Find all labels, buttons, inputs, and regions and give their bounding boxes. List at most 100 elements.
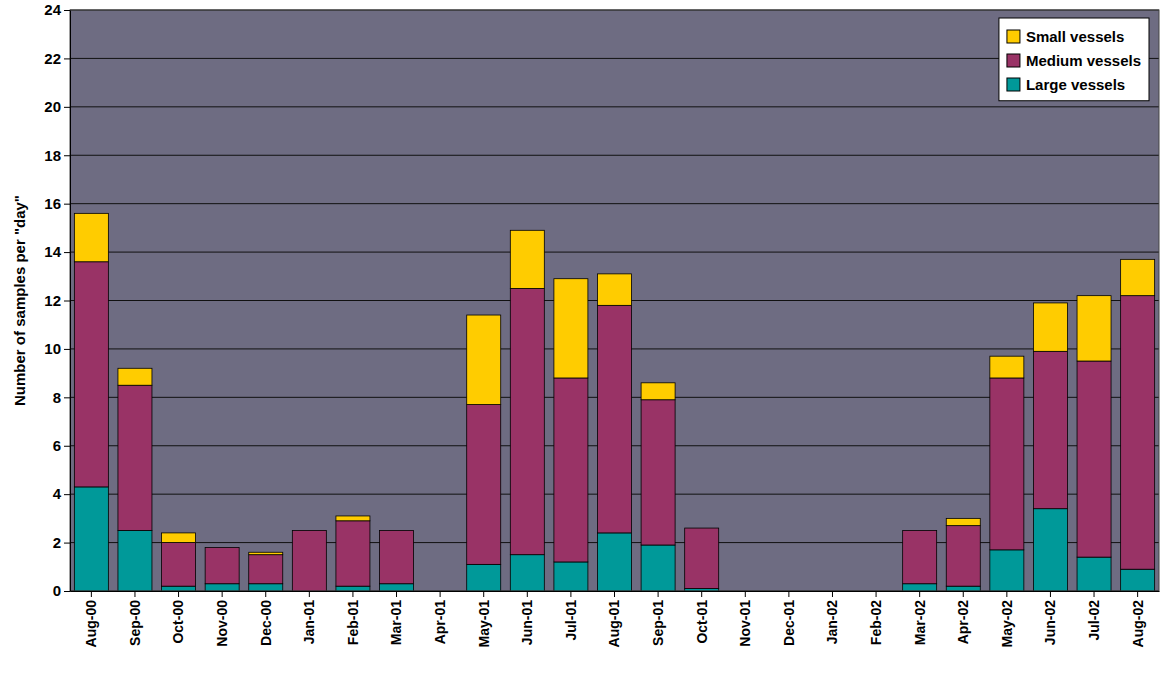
- bar-segment: [74, 262, 108, 487]
- bar-segment: [292, 530, 326, 591]
- bar-segment: [946, 518, 980, 525]
- y-tick: 2: [53, 534, 70, 551]
- bar-segment: [467, 564, 501, 591]
- bar-segment: [118, 530, 152, 591]
- y-tick: 24: [44, 1, 70, 18]
- bar-segment: [205, 584, 239, 591]
- bar-segment: [467, 315, 501, 405]
- y-tick: 6: [53, 437, 70, 454]
- x-tick-mark: [309, 591, 310, 597]
- x-tick: Feb-02: [868, 591, 884, 645]
- y-tick-mark: [64, 204, 70, 205]
- y-tick-mark: [64, 252, 70, 253]
- bar-segment: [903, 530, 937, 531]
- y-axis: 024681012141618202224: [44, 1, 70, 599]
- bar-segment: [1121, 296, 1155, 570]
- x-tick-label: Aug-01: [606, 600, 622, 648]
- x-tick-label: Apr-02: [955, 600, 971, 645]
- x-tick-label: Oct-00: [170, 600, 186, 644]
- x-tick: Jun-01: [519, 591, 535, 645]
- bar-segment: [74, 213, 108, 261]
- x-tick-label: Dec-00: [258, 600, 274, 646]
- bar-segment: [597, 305, 631, 533]
- x-tick: Aug-01: [606, 591, 622, 647]
- bar-segment: [990, 378, 1024, 550]
- y-tick-mark: [64, 397, 70, 398]
- legend-item: Small vessels: [1007, 28, 1124, 45]
- x-tick: Oct-01: [694, 591, 710, 644]
- y-tick-mark: [64, 10, 70, 11]
- x-tick-label: Nov-00: [214, 600, 230, 647]
- bar-segment: [1077, 296, 1111, 361]
- y-tick: 8: [53, 389, 70, 406]
- bar-segment: [380, 530, 414, 583]
- x-tick: Jun-02: [1042, 591, 1058, 645]
- bar-segment: [1033, 351, 1067, 508]
- x-tick-label: Oct-01: [694, 600, 710, 644]
- bar-segment: [554, 378, 588, 562]
- bars: [74, 213, 1154, 591]
- bar-segment: [554, 562, 588, 591]
- y-tick-label: 8: [53, 389, 61, 406]
- x-tick-mark: [701, 591, 702, 597]
- y-axis-line: [70, 11, 71, 592]
- x-tick-label: Jun-01: [519, 600, 535, 645]
- plot-frame: [70, 10, 1159, 591]
- legend-swatch: [1007, 54, 1020, 67]
- bar-segment: [162, 586, 196, 591]
- legend-swatch: [1007, 30, 1020, 43]
- y-tick-label: 10: [44, 340, 61, 357]
- x-tick-mark: [963, 591, 964, 597]
- y-tick-label: 20: [44, 98, 61, 115]
- x-tick: Aug-02: [1130, 591, 1146, 647]
- plot-background: [70, 10, 1159, 591]
- y-tick: 22: [44, 50, 70, 67]
- x-tick-mark: [614, 591, 615, 597]
- bar-segment: [205, 547, 239, 583]
- bar-segment: [597, 274, 631, 305]
- bar-segment: [685, 528, 719, 589]
- x-tick-label: Apr-01: [432, 600, 448, 645]
- x-tick: Sep-00: [127, 591, 143, 646]
- x-tick-label: Jun-02: [1042, 600, 1058, 645]
- x-tick: Dec-01: [781, 591, 797, 646]
- x-tick-label: Jul-02: [1086, 600, 1102, 641]
- y-tick-label: 2: [53, 534, 61, 551]
- plot: 024681012141618202224Aug-00Sep-00Oct-00N…: [44, 1, 1159, 647]
- y-tick-mark: [64, 543, 70, 544]
- y-tick-label: 22: [44, 50, 61, 67]
- bar-segment: [162, 533, 196, 543]
- y-tick: 4: [53, 485, 70, 502]
- bar-segment: [903, 584, 937, 591]
- x-tick: Feb-01: [345, 591, 361, 645]
- x-tick-mark: [1094, 591, 1095, 597]
- bar-segment: [1077, 557, 1111, 591]
- legend-label: Medium vessels: [1026, 52, 1141, 69]
- bar-segment: [336, 521, 370, 586]
- bar-segment: [990, 550, 1024, 591]
- y-tick: 12: [44, 292, 70, 309]
- bar-segment: [205, 547, 239, 548]
- legend-item: Medium vessels: [1007, 52, 1141, 69]
- bar-segment: [118, 368, 152, 385]
- y-tick-mark: [64, 446, 70, 447]
- x-tick-mark: [1050, 591, 1051, 597]
- x-tick-mark: [1137, 591, 1138, 597]
- y-tick-label: 24: [44, 1, 61, 18]
- bar-segment: [162, 543, 196, 587]
- bar-segment: [510, 555, 544, 591]
- bar-segment: [946, 526, 980, 587]
- grid-line: [70, 106, 1159, 107]
- x-tick: Apr-02: [955, 591, 971, 644]
- bar-segment: [1121, 569, 1155, 591]
- x-tick-mark: [832, 591, 833, 597]
- bar-segment: [380, 584, 414, 591]
- bar-segment: [1033, 509, 1067, 591]
- grid-line: [70, 58, 1159, 59]
- x-tick-mark: [134, 591, 135, 597]
- x-axis: Aug-00Sep-00Oct-00Nov-00Dec-00Jan-01Feb-…: [71, 591, 1160, 647]
- x-tick-label: Dec-01: [781, 600, 797, 646]
- x-tick-label: Feb-02: [868, 600, 884, 645]
- x-tick: Dec-00: [258, 591, 274, 646]
- bar-segment: [1077, 361, 1111, 557]
